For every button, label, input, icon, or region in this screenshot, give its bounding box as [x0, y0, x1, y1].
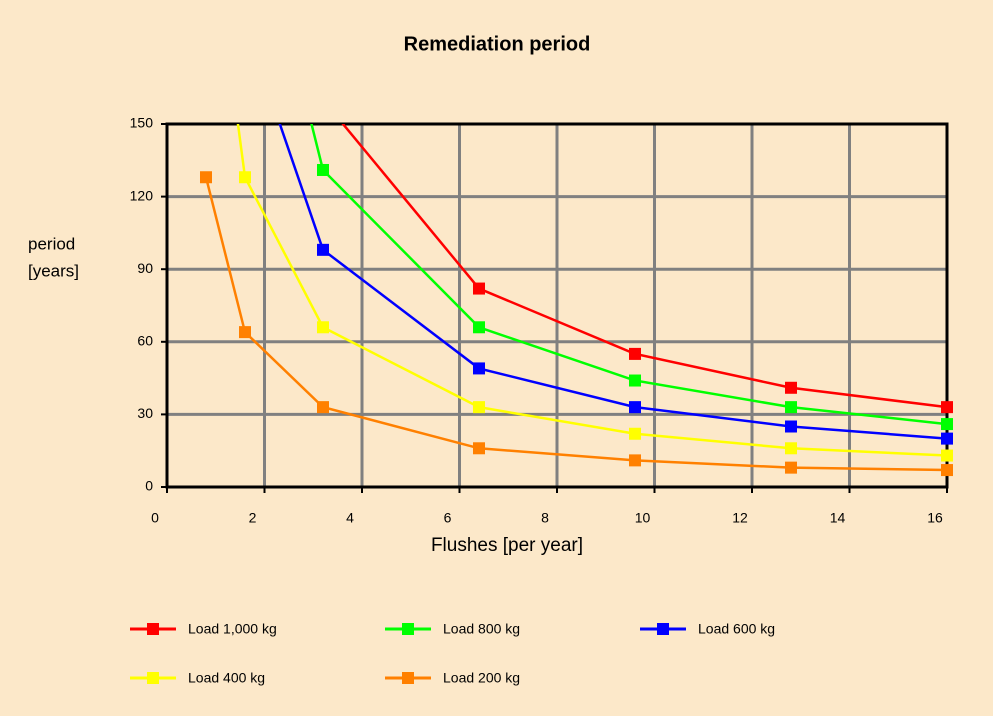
data-point: [785, 442, 797, 455]
y-tick-label: 60: [137, 333, 153, 349]
x-tick-label: 4: [346, 510, 354, 526]
legend-marker: [147, 672, 159, 684]
y-tick-label: 0: [145, 478, 153, 494]
series-layer: [200, 124, 953, 477]
legend-label: Load 200 kg: [443, 670, 520, 686]
data-point: [473, 282, 485, 295]
data-point: [317, 243, 329, 256]
data-point: [941, 432, 953, 445]
data-point: [941, 464, 953, 477]
data-point: [473, 362, 485, 375]
series-line: [310, 124, 948, 426]
y-tick-label: 120: [130, 187, 154, 203]
chart-title: Remediation period: [404, 33, 591, 55]
x-tick-label: 12: [732, 510, 748, 526]
x-tick-label: 0: [151, 510, 159, 526]
data-point: [317, 321, 329, 334]
data-point: [629, 374, 641, 387]
data-point: [239, 171, 251, 184]
legend-label: Load 400 kg: [188, 670, 265, 686]
x-axis-label: Flushes [per year]: [431, 535, 583, 556]
y-tick-label: 150: [130, 115, 154, 131]
data-point: [473, 321, 485, 334]
data-point: [473, 442, 485, 455]
legend-marker: [657, 623, 669, 635]
series-line: [278, 124, 948, 440]
x-tick-label: 10: [635, 510, 651, 526]
x-tick-label: 14: [830, 510, 846, 526]
x-tick-label: 2: [249, 510, 257, 526]
data-point: [785, 461, 797, 474]
data-point: [785, 401, 797, 414]
y-axis-label: period: [28, 234, 75, 253]
data-point: [317, 163, 329, 176]
legend-label: Load 800 kg: [443, 621, 520, 637]
data-point: [629, 347, 641, 360]
data-point: [629, 454, 641, 467]
data-point: [239, 326, 251, 339]
x-tick-label: 16: [927, 510, 943, 526]
data-point: [629, 427, 641, 440]
y-tick-label: 30: [137, 405, 153, 421]
legend-label: Load 1,000 kg: [188, 621, 277, 637]
data-point: [473, 401, 485, 414]
data-point: [941, 418, 953, 431]
legend-label: Load 600 kg: [698, 621, 775, 637]
x-tick-label: 8: [541, 510, 549, 526]
legend-marker: [402, 672, 414, 684]
data-point: [785, 381, 797, 394]
data-point: [941, 401, 953, 414]
legend-marker: [147, 623, 159, 635]
plot-border: [165, 122, 949, 489]
data-point: [785, 420, 797, 433]
data-point: [629, 401, 641, 414]
legend-marker: [402, 623, 414, 635]
y-axis-label: [years]: [28, 261, 79, 280]
data-point: [317, 401, 329, 414]
data-point: [200, 171, 212, 184]
data-point: [941, 449, 953, 462]
y-tick-label: 90: [137, 260, 153, 276]
x-tick-label: 6: [444, 510, 452, 526]
